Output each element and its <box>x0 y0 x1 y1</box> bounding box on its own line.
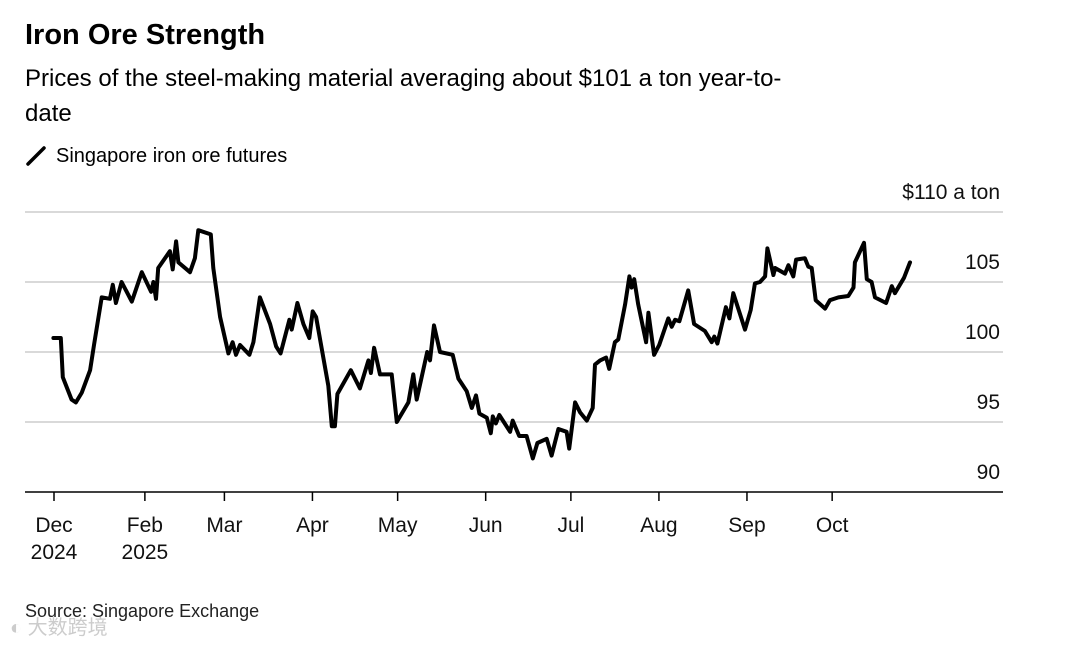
x-tick-label-dec: Dec <box>35 514 72 537</box>
y-tick-label-95: 95 <box>977 391 1000 414</box>
x-tick-label-jun: Jun <box>469 514 503 537</box>
legend-label: Singapore iron ore futures <box>56 145 287 167</box>
x-axis: Dec 2024 Feb 2025 Mar Apr May Jun Jul Aug Sep Oct <box>25 491 1003 564</box>
x-tick-label-jul: Jul <box>557 514 584 537</box>
x-tick-label-feb: Feb <box>127 514 163 537</box>
gridlines <box>25 211 1003 423</box>
y-tick-label-100: 100 <box>965 321 1000 344</box>
chart-subtitle-line1: Prices of the steel-making material aver… <box>25 65 781 92</box>
legend-line-icon <box>26 146 46 166</box>
y-tick-labels: $110 a ton 105 100 95 90 <box>902 181 1000 484</box>
x-tick-label-sep: Sep <box>728 514 765 537</box>
series-line-singapore-iron-ore-futures <box>51 228 912 461</box>
x-tick-label-apr: Apr <box>296 514 329 537</box>
x-tick-label-aug: Aug <box>640 514 677 537</box>
watermark-logo: ◐ 大数跨境 <box>10 616 108 639</box>
chart-title: Iron Ore Strength <box>25 19 265 51</box>
x-tick-year-2025: 2025 <box>122 541 169 564</box>
source-note: Source: Singapore Exchange <box>25 601 259 621</box>
chart-subtitle-line2: date <box>25 100 72 127</box>
x-tick-label-mar: Mar <box>206 514 242 537</box>
y-tick-label-90: 90 <box>977 461 1000 484</box>
x-tick-label-may: May <box>378 514 418 537</box>
x-tick-label-oct: Oct <box>816 514 849 537</box>
x-tick-year-2024: 2024 <box>31 541 78 564</box>
y-tick-label-105: 105 <box>965 251 1000 274</box>
y-tick-label-110: $110 a ton <box>902 181 1000 204</box>
